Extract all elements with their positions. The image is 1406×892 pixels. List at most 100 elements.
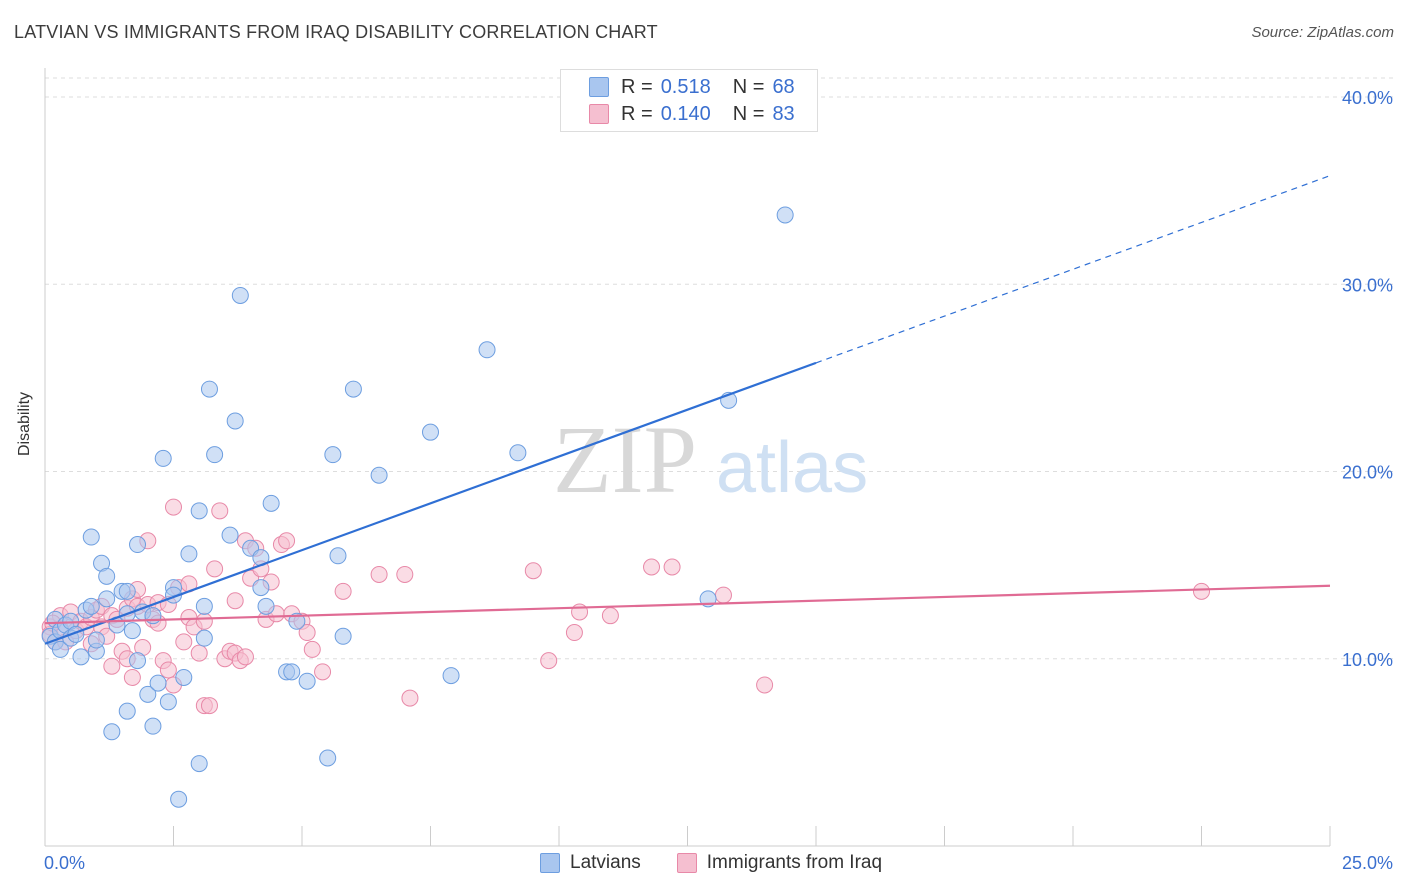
latvian-point — [231, 286, 249, 304]
latvian-point — [149, 674, 167, 692]
latvian-point — [118, 702, 136, 720]
iraq-point — [226, 592, 244, 610]
latvian-point — [221, 526, 239, 544]
iraq-point — [663, 558, 681, 576]
iraq-point — [396, 565, 414, 583]
n-value: 68 — [772, 75, 795, 98]
latvian-point — [442, 667, 460, 685]
latvian-point — [82, 597, 100, 615]
latvian-point — [288, 612, 306, 630]
stats-legend-row-latvians: R = 0.518 N = 68 — [589, 75, 795, 99]
latvian-point — [195, 629, 213, 647]
latvian-point — [319, 749, 337, 767]
latvian-point — [195, 597, 213, 615]
axes — [44, 68, 1331, 847]
iraq-point — [643, 558, 661, 576]
r-value: 0.140 — [660, 102, 711, 125]
latvian-point — [190, 755, 208, 773]
latvian-point — [478, 341, 496, 359]
latvian-point — [257, 597, 275, 615]
latvian-point — [154, 449, 172, 467]
latvian-point — [252, 579, 270, 597]
iraq-point — [278, 532, 296, 550]
iraq-point — [756, 676, 774, 694]
chart-title: LATVIAN VS IMMIGRANTS FROM IRAQ DISABILI… — [14, 22, 658, 42]
iraq-point — [103, 657, 121, 675]
iraq-point — [524, 562, 542, 580]
iraq-point — [298, 624, 316, 642]
latvian-point — [329, 547, 347, 565]
series-legend: Latvians Immigrants from Iraq — [540, 852, 918, 874]
latvian-point — [82, 528, 100, 546]
latvian-point — [170, 790, 188, 808]
latvian-point — [129, 536, 147, 554]
legend-swatch-iraq — [676, 853, 697, 873]
stats-legend-row-iraq: R = 0.140 N = 83 — [589, 102, 795, 126]
n-label: N = — [732, 102, 765, 125]
watermark-zip: ZIP — [553, 406, 697, 513]
r-label: R = — [621, 75, 653, 98]
latvian-point — [283, 663, 301, 681]
iraq-point — [175, 633, 193, 651]
r-value: 0.518 — [660, 75, 711, 98]
latvian-point — [51, 640, 69, 658]
iraq-point — [370, 565, 388, 583]
latvian-point — [129, 652, 147, 670]
iraq-point — [565, 624, 583, 642]
iraq-point — [206, 560, 224, 578]
iraq-point — [195, 612, 213, 630]
n-label: N = — [732, 75, 765, 98]
latvian-point — [98, 567, 116, 585]
legend-swatch-latvians — [589, 77, 609, 97]
iraq-point — [190, 644, 208, 662]
latvian-point — [334, 627, 352, 645]
legend-swatch-latvians — [540, 853, 560, 873]
legend-label-iraq: Immigrants from Iraq — [706, 852, 883, 873]
y-tick-label: 10.0% — [1342, 650, 1393, 670]
iraq-point — [303, 640, 321, 658]
iraq-point — [165, 498, 182, 516]
iraq-point — [200, 697, 218, 715]
latvian-point — [509, 444, 527, 462]
iraq-trend-line — [44, 584, 1331, 625]
latvian-point — [200, 380, 218, 398]
latvian-point — [103, 723, 121, 741]
latvian-point — [175, 668, 193, 686]
tick-labels: 10.0% 20.0% 30.0% 40.0% 0.0% 25.0% — [44, 88, 1393, 873]
latvian-point — [144, 717, 162, 735]
latvian-point — [72, 648, 90, 666]
legend-item-latvians: Latvians — [540, 852, 641, 874]
latvian-point — [422, 423, 439, 441]
iraq-point — [540, 652, 558, 670]
latvian-point — [344, 380, 362, 398]
n-value: 83 — [772, 102, 795, 125]
latvian-point — [190, 502, 208, 520]
iraq-point — [601, 607, 619, 625]
latvian-point — [118, 582, 136, 600]
latvian-point — [180, 545, 198, 563]
y-tick-label: 30.0% — [1342, 275, 1393, 295]
iraq-point — [159, 661, 177, 679]
latvian-point — [139, 685, 157, 703]
iraq-point — [236, 648, 254, 666]
legend-item-iraq: Immigrants from Iraq — [676, 852, 883, 874]
latvian-point — [87, 631, 105, 649]
watermark-atlas: atlas — [716, 428, 868, 508]
legend-label-latvians: Latvians — [570, 852, 641, 873]
x-tick-label: 25.0% — [1342, 853, 1393, 873]
iraq-point — [211, 502, 229, 520]
latvian-trend-line — [44, 361, 817, 645]
y-tick-label: 20.0% — [1342, 463, 1393, 483]
legend-swatch-iraq — [589, 104, 609, 124]
iraq-point — [401, 689, 419, 707]
latvian-point — [98, 590, 116, 608]
trend-lines — [44, 175, 1331, 645]
latvian-point — [226, 412, 244, 430]
r-label: R = — [621, 102, 653, 125]
watermark: ZIP atlas — [553, 406, 868, 513]
latvian-points — [41, 206, 794, 808]
iraq-point — [334, 582, 352, 600]
latvian-point — [206, 446, 224, 464]
source-label: Source: ZipAtlas.com — [1251, 24, 1394, 41]
